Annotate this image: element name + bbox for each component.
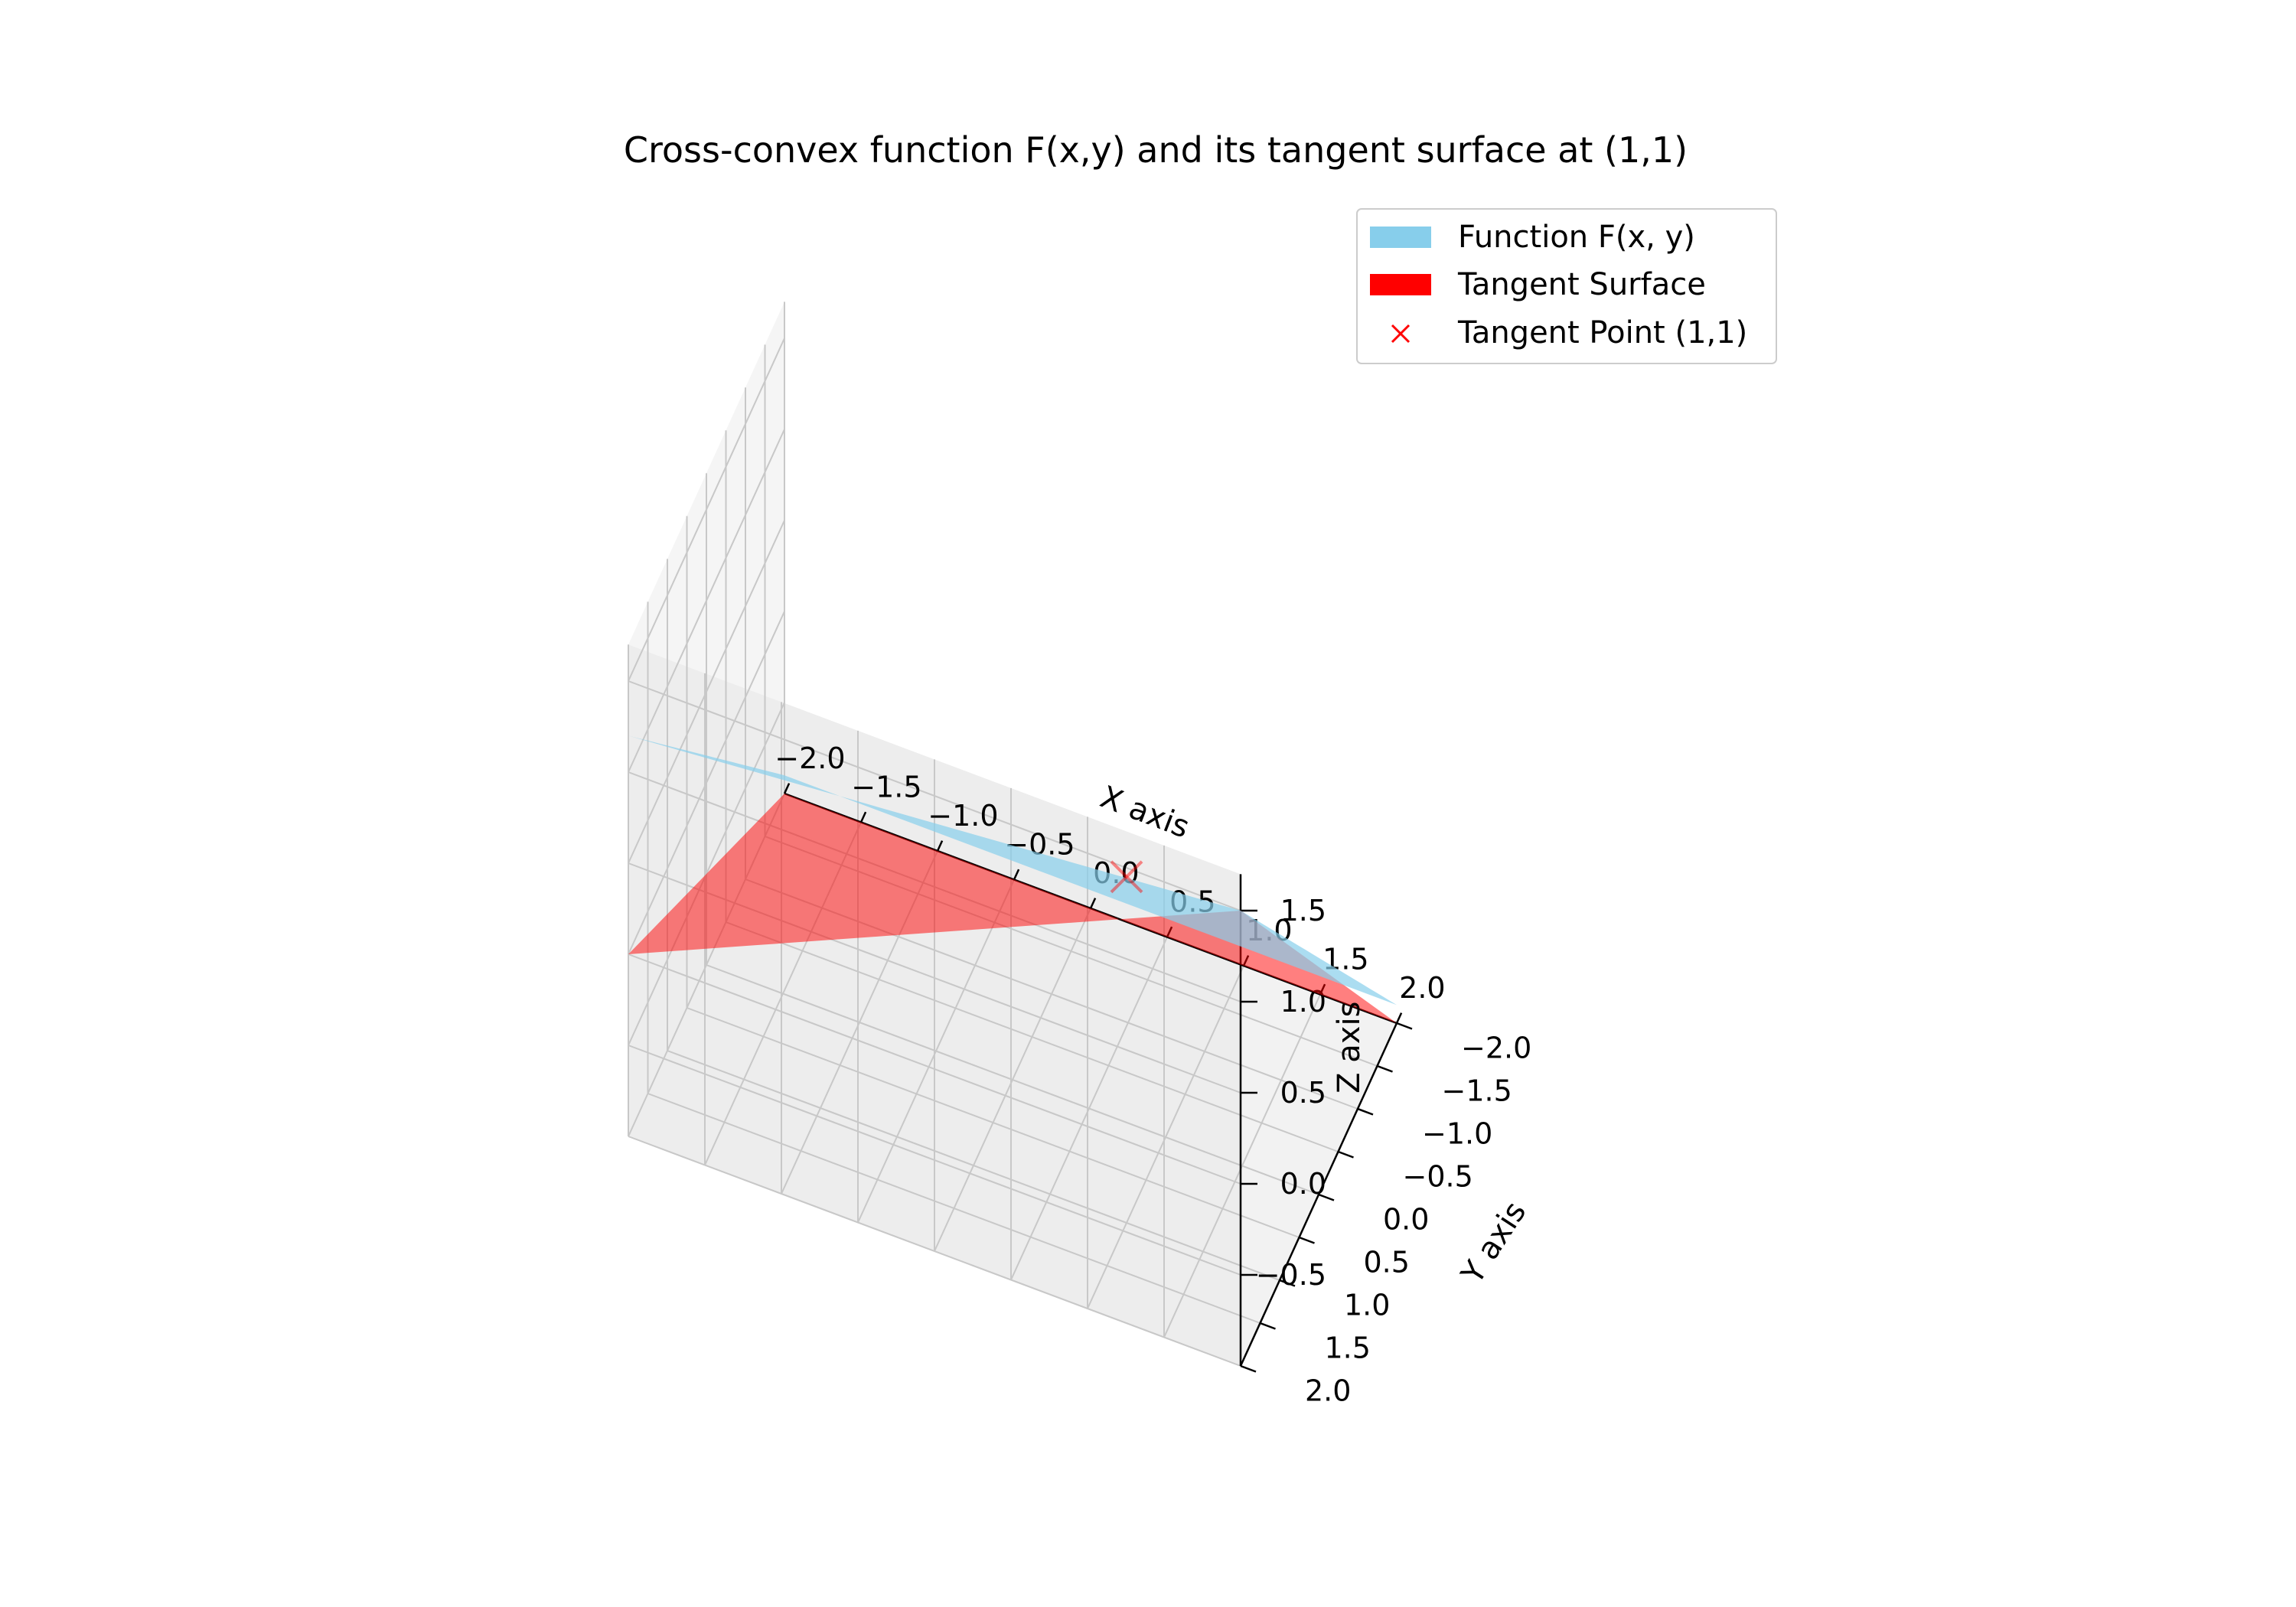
x-tick-label: 2.0 [1399, 971, 1445, 1005]
tangent-surface [628, 794, 1397, 1023]
grid-line-z-left [628, 429, 785, 773]
x-axis-tick [936, 840, 944, 852]
y-tick-label: −1.5 [1442, 1074, 1512, 1108]
y-tick-label: 0.5 [1364, 1246, 1410, 1279]
grid-line-z-back [628, 680, 1241, 911]
y-tick-label: 2.0 [1305, 1374, 1351, 1408]
grid-line-z-left [628, 337, 785, 682]
y-tick-label: −1.0 [1422, 1117, 1492, 1151]
x-axis-tick [859, 811, 867, 823]
z-tick-label: 1.5 [1280, 894, 1326, 927]
grid-line-z-left [628, 520, 785, 864]
tangent-point-marker-group [1110, 860, 1143, 894]
grid-line-y-floor [726, 921, 1339, 1152]
legend-label-tangent-point: Tangent Point (1,1) [1457, 315, 1747, 350]
grid-lines [628, 302, 1397, 1367]
legend-swatch-tangent-surface [1370, 274, 1431, 295]
grid-line-z-back [628, 1045, 1241, 1276]
z-tick-label: 0.5 [1280, 1076, 1326, 1110]
grid-line-y-floor [687, 1007, 1300, 1238]
legend-swatch-function [1370, 227, 1431, 248]
y-axis-tick [1299, 1236, 1315, 1244]
legend-marker-tangent-point [1391, 324, 1411, 344]
legend-frame [1356, 208, 1777, 364]
y-axis-tick [1377, 1064, 1393, 1073]
x-axis-tick [1089, 898, 1097, 909]
grid-line-y-floor [706, 964, 1319, 1195]
grid-line-z-back [628, 953, 1241, 1185]
y-axis-tick [1357, 1107, 1374, 1116]
legend: Function F(x, y) Tangent Surface Tangent… [1356, 208, 1777, 364]
y-axis-tick [1396, 1022, 1413, 1030]
legend-label-function: Function F(x, y) [1458, 220, 1695, 255]
y-axis-tick [1279, 1279, 1296, 1287]
surfaces [628, 735, 1397, 1023]
x-axis-tick [1013, 869, 1020, 881]
grid-line-y-floor [628, 1136, 1241, 1367]
tangent-point-marker [1110, 860, 1143, 894]
chart-title: Cross-convex function F(x,y) and its tan… [624, 129, 1688, 171]
z-tick-label: −0.5 [1256, 1258, 1326, 1292]
x-tick-label: −1.5 [851, 771, 921, 804]
legend-label-tangent-surface: Tangent Surface [1457, 267, 1706, 302]
tangent-point-marker [1110, 860, 1143, 894]
z-axis-title: Z axis [1332, 1002, 1367, 1094]
x-tick-label: −2.0 [775, 742, 845, 775]
x-axis-tick [1395, 1012, 1403, 1024]
y-tick-label: −0.5 [1403, 1160, 1473, 1194]
y-axis-tick [1318, 1193, 1335, 1201]
y-tick-label: 1.0 [1344, 1289, 1390, 1322]
grid-line-z-left [628, 611, 785, 955]
y-tick-label: 1.5 [1325, 1332, 1371, 1365]
z-tick-label: 0.0 [1280, 1167, 1326, 1201]
grid-line-y-floor [667, 1050, 1280, 1281]
y-tick-label: −2.0 [1461, 1032, 1531, 1065]
y-axis-title: Y axis [1454, 1195, 1533, 1290]
y-tick-label: 0.0 [1383, 1203, 1429, 1237]
y-axis-tick [1240, 1364, 1257, 1373]
x-axis-tick [783, 783, 791, 794]
y-axis-tick [1338, 1150, 1354, 1159]
y-axis-tick [1260, 1322, 1276, 1330]
legend-marker-x [1391, 324, 1411, 344]
grid-line-y-floor [647, 1093, 1261, 1324]
